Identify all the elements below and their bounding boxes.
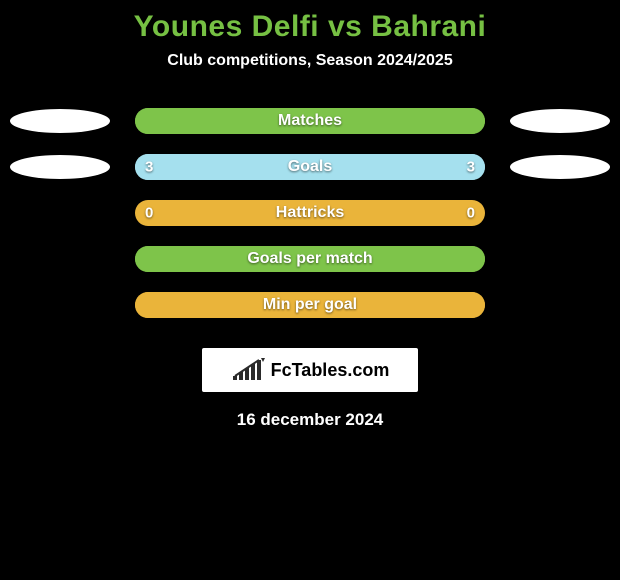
- stat-label: Min per goal: [263, 296, 357, 314]
- title-text: Younes Delfi vs Bahrani: [134, 10, 487, 43]
- stat-bar: Goals per match: [135, 246, 485, 272]
- stat-bar: Hattricks 0 0: [135, 200, 485, 226]
- fctables-logo: FcTables.com: [202, 348, 418, 392]
- comparison-row: Matches: [0, 98, 620, 144]
- stat-label: Goals per match: [247, 250, 372, 268]
- stat-value-right: 0: [467, 205, 475, 222]
- side-ellipse-left: [10, 155, 110, 179]
- bar-fill-right: [310, 154, 485, 180]
- comparison-row: Min per goal: [0, 282, 620, 328]
- side-ellipse-right: [510, 109, 610, 133]
- stat-label: Matches: [278, 112, 342, 130]
- bar-fill-left: [135, 154, 310, 180]
- comparison-row: Hattricks 0 0: [0, 190, 620, 236]
- subtitle: Club competitions, Season 2024/2025: [0, 52, 620, 70]
- comparison-rows: Matches Goals 3 3 Hattricks 0 0 Goals per match…: [0, 98, 620, 328]
- page-title: Younes Delfi vs Bahrani: [0, 0, 620, 44]
- bar-chart-icon: [231, 358, 265, 382]
- date-text: 16 december 2024: [237, 410, 384, 429]
- comparison-row: Goals 3 3: [0, 144, 620, 190]
- stat-bar: Goals 3 3: [135, 154, 485, 180]
- stat-value-left: 3: [145, 159, 153, 176]
- logo-text: FcTables.com: [271, 360, 390, 381]
- stat-value-right: 3: [467, 159, 475, 176]
- stat-bar: Matches: [135, 108, 485, 134]
- stat-label: Goals: [288, 158, 332, 176]
- stat-value-left: 0: [145, 205, 153, 222]
- stat-label: Hattricks: [276, 204, 344, 222]
- subtitle-text: Club competitions, Season 2024/2025: [167, 52, 452, 69]
- side-ellipse-right: [510, 155, 610, 179]
- comparison-row: Goals per match: [0, 236, 620, 282]
- date-line: 16 december 2024: [0, 410, 620, 430]
- stat-bar: Min per goal: [135, 292, 485, 318]
- side-ellipse-left: [10, 109, 110, 133]
